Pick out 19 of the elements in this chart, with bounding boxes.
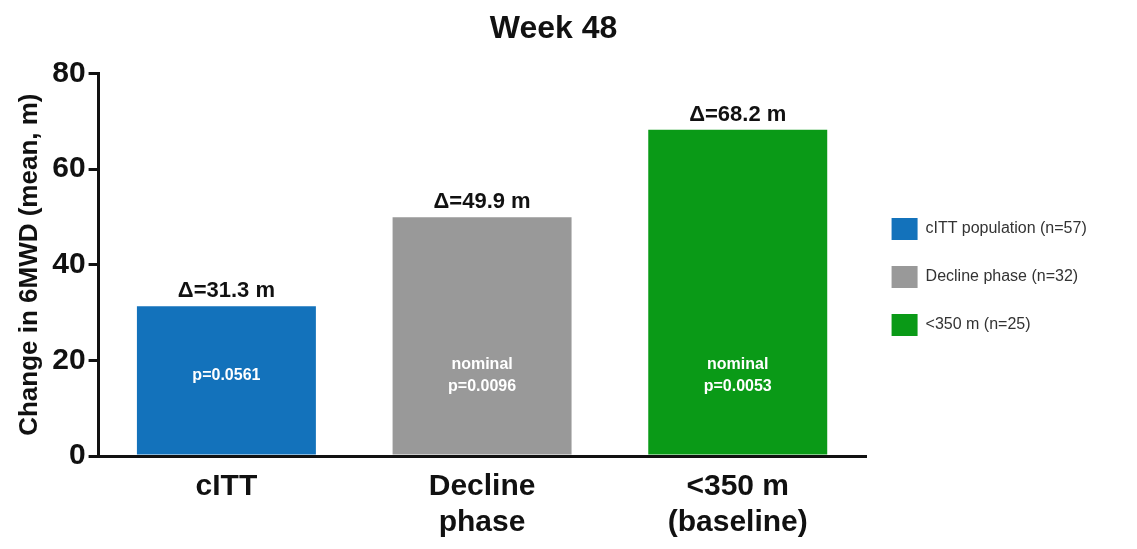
x-tick-label: cITT xyxy=(195,468,258,502)
annotation: nominal p=0.0096 xyxy=(448,355,517,395)
annotation: nominal p=0.0053 xyxy=(703,355,772,395)
y-tick-label: 60 xyxy=(52,150,86,184)
y-tick-label: 20 xyxy=(52,341,86,375)
y-axis-title: Change in 6MWD (mean, m) xyxy=(12,93,43,436)
legend-label: <350 m (n=25) xyxy=(925,315,1031,333)
legend-label: Decline phase (n=32) xyxy=(925,267,1079,285)
chart-title: Week 48 xyxy=(489,9,618,46)
data-label: Δ=68.2 m xyxy=(689,100,787,126)
data-label: Δ=31.3 m xyxy=(177,277,275,303)
y-tick-label: 40 xyxy=(52,245,86,279)
legend-label: cITT population (n=57) xyxy=(925,219,1087,237)
y-tick-label: 0 xyxy=(68,437,86,471)
x-tick-label: Decline phase xyxy=(428,468,536,538)
annotation: p=0.0561 xyxy=(192,366,261,384)
data-label: Δ=49.9 m xyxy=(433,188,531,214)
x-tick-label: <350 m (baseline) xyxy=(667,468,808,538)
y-tick-label: 80 xyxy=(52,54,86,88)
